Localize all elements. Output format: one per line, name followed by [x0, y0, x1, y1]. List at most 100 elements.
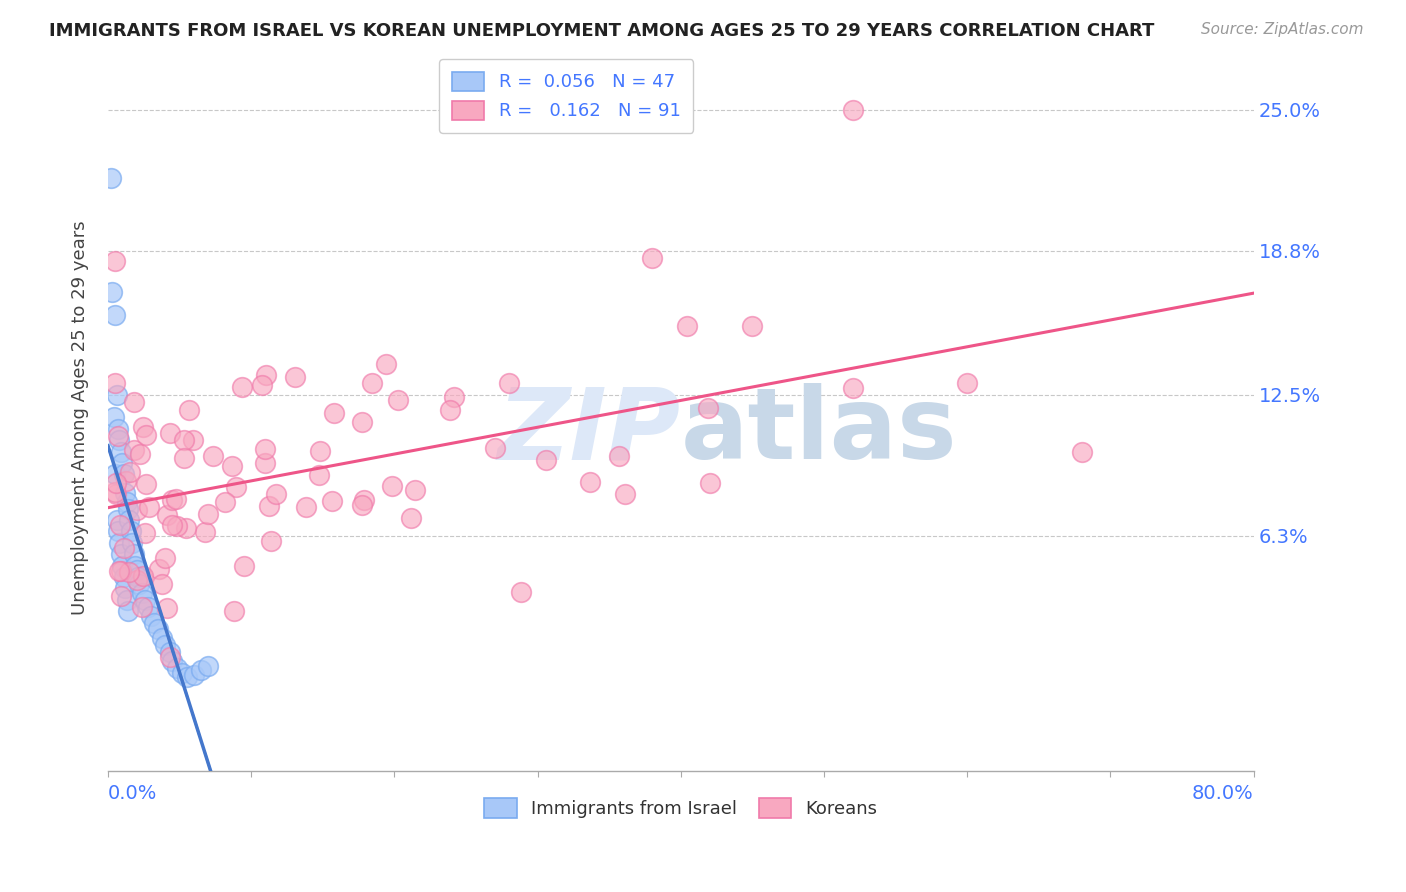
Point: [117, 604, 139, 618]
Point: [1070, 444, 1092, 458]
Point: [194, 525, 217, 540]
Text: Source: ZipAtlas.com: Source: ZipAtlas.com: [1201, 22, 1364, 37]
Point: [614, 487, 637, 501]
Point: [107, 524, 129, 539]
Point: [110, 444, 132, 458]
Point: [484, 442, 506, 456]
Point: [160, 493, 183, 508]
Point: [104, 484, 127, 499]
Point: [101, 285, 124, 299]
Point: [148, 562, 170, 576]
Point: [110, 547, 132, 561]
Point: [128, 576, 150, 591]
Point: [176, 670, 198, 684]
Point: [375, 357, 398, 371]
Point: [120, 524, 142, 539]
Point: [225, 480, 247, 494]
Point: [264, 487, 287, 501]
Point: [136, 599, 159, 614]
Point: [352, 498, 374, 512]
Point: [104, 308, 127, 322]
Point: [117, 501, 139, 516]
Point: [308, 468, 330, 483]
Point: [122, 443, 145, 458]
Point: [323, 406, 346, 420]
Point: [353, 493, 375, 508]
Point: [127, 570, 149, 584]
Point: [105, 387, 128, 401]
Point: [135, 476, 157, 491]
Point: [381, 479, 404, 493]
Point: [121, 535, 143, 549]
Point: [146, 623, 169, 637]
Point: [253, 442, 276, 457]
Point: [104, 254, 127, 268]
Point: [114, 485, 136, 500]
Point: [173, 450, 195, 465]
Point: [197, 658, 219, 673]
Text: ZIP: ZIP: [498, 383, 681, 480]
Point: [177, 403, 200, 417]
Point: [125, 563, 148, 577]
Point: [233, 558, 256, 573]
Point: [159, 649, 181, 664]
Point: [404, 483, 426, 497]
Point: [120, 465, 142, 479]
Legend: Immigrants from Israel, Koreans: Immigrants from Israel, Koreans: [477, 791, 884, 825]
Point: [165, 491, 187, 506]
Point: [107, 422, 129, 436]
Point: [105, 487, 128, 501]
Point: [124, 558, 146, 573]
Point: [118, 565, 141, 579]
Point: [697, 401, 720, 416]
Point: [122, 395, 145, 409]
Point: [439, 403, 461, 417]
Point: [127, 502, 149, 516]
Point: [129, 448, 152, 462]
Point: [110, 564, 132, 578]
Point: [841, 103, 863, 117]
Point: [108, 518, 131, 533]
Point: [152, 577, 174, 591]
Point: [221, 459, 243, 474]
Point: [699, 475, 721, 490]
Point: [139, 608, 162, 623]
Point: [152, 632, 174, 646]
Point: [197, 507, 219, 521]
Point: [100, 171, 122, 186]
Point: [676, 319, 699, 334]
Point: [112, 541, 135, 555]
Point: [159, 645, 181, 659]
Text: 80.0%: 80.0%: [1192, 784, 1254, 804]
Point: [224, 604, 246, 618]
Point: [579, 475, 602, 489]
Point: [118, 513, 141, 527]
Point: [350, 415, 373, 429]
Point: [107, 429, 129, 443]
Point: [231, 380, 253, 394]
Point: [201, 449, 224, 463]
Point: [956, 376, 979, 391]
Point: [842, 381, 865, 395]
Point: [361, 376, 384, 391]
Point: [115, 592, 138, 607]
Point: [172, 665, 194, 680]
Point: [166, 519, 188, 533]
Point: [607, 450, 630, 464]
Point: [308, 444, 330, 458]
Point: [399, 511, 422, 525]
Point: [112, 467, 135, 482]
Point: [641, 251, 664, 265]
Point: [114, 582, 136, 596]
Point: [132, 568, 155, 582]
Point: [131, 599, 153, 614]
Point: [127, 573, 149, 587]
Point: [159, 425, 181, 440]
Point: [105, 513, 128, 527]
Point: [114, 474, 136, 488]
Point: [160, 517, 183, 532]
Point: [155, 638, 177, 652]
Point: [295, 500, 318, 514]
Point: [132, 420, 155, 434]
Point: [176, 520, 198, 534]
